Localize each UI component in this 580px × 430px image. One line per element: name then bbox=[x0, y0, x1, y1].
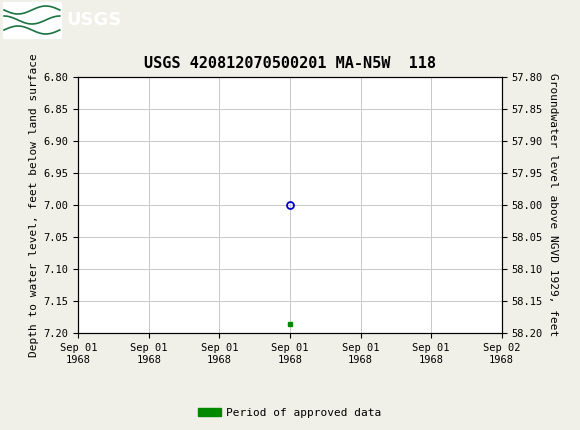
Bar bbox=[3, 2, 61, 38]
Legend: Period of approved data: Period of approved data bbox=[194, 403, 386, 422]
Text: USGS: USGS bbox=[67, 11, 122, 29]
Y-axis label: Groundwater level above NGVD 1929, feet: Groundwater level above NGVD 1929, feet bbox=[548, 73, 558, 337]
Title: USGS 420812070500201 MA-N5W  118: USGS 420812070500201 MA-N5W 118 bbox=[144, 56, 436, 71]
Y-axis label: Depth to water level, feet below land surface: Depth to water level, feet below land su… bbox=[30, 53, 39, 357]
